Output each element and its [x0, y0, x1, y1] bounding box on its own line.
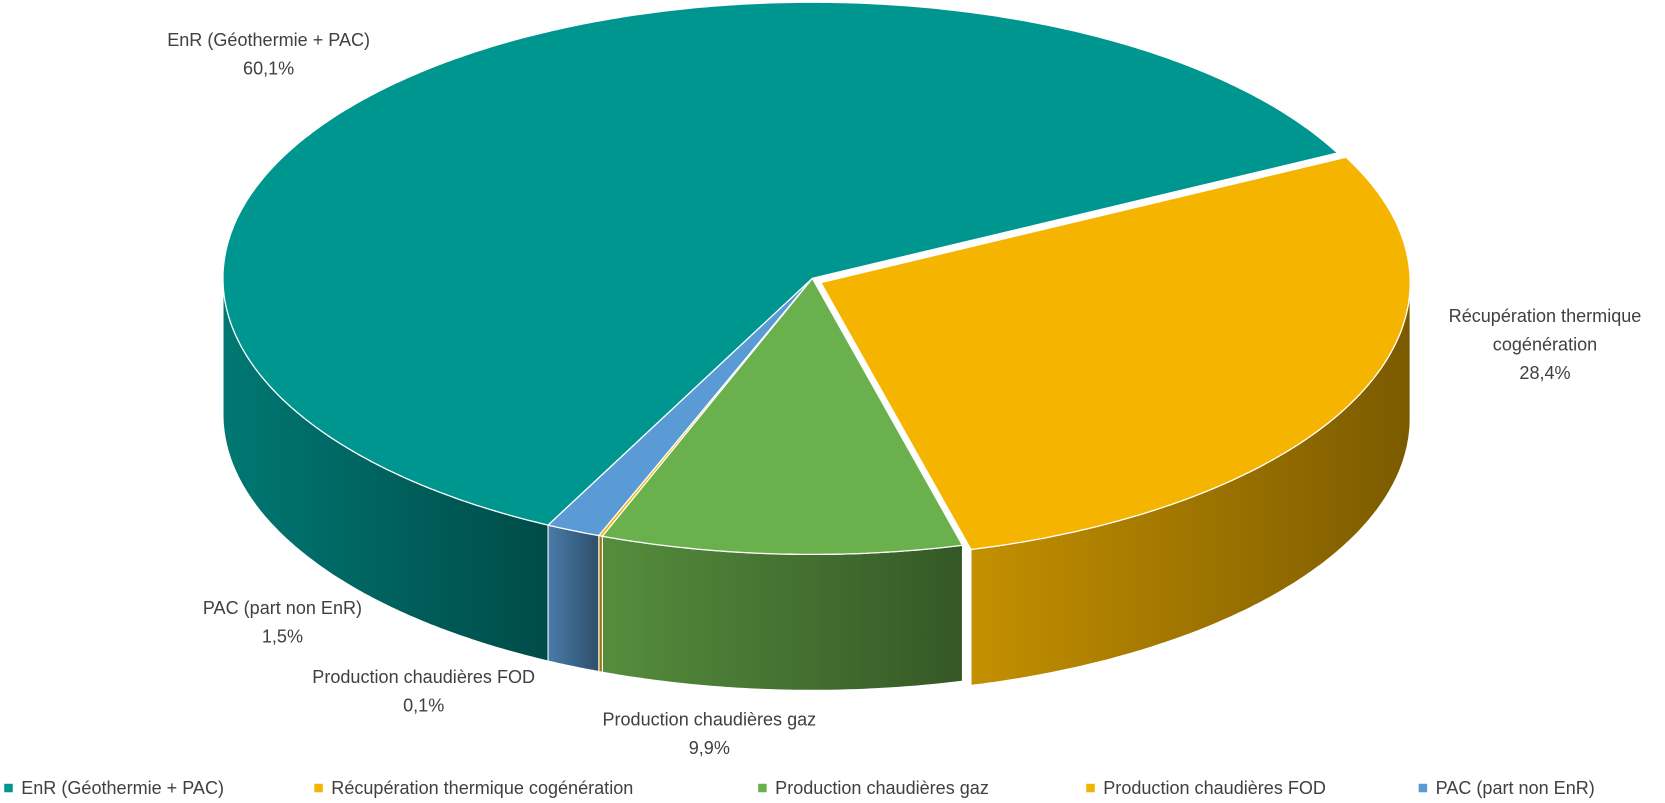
- legend-label: Production chaudières gaz: [775, 778, 989, 798]
- legend-swatch: [1418, 783, 1428, 793]
- data-label: EnR (Géothermie + PAC) 60,1%: [120, 26, 417, 83]
- legend-label: PAC (part non EnR): [1436, 778, 1595, 798]
- data-label-value: 9,9%: [688, 738, 730, 759]
- legend-swatch: [1086, 783, 1095, 793]
- data-label-value: 0,1%: [403, 695, 445, 716]
- legend-swatch: [758, 783, 767, 793]
- data-label-name: Production chaudières FOD: [312, 666, 536, 688]
- slice: [601, 277, 964, 556]
- data-label-name: EnR (Géothermie + PAC): [167, 29, 371, 51]
- data-label-value: 28,4%: [1519, 363, 1571, 384]
- data-label: Production chaudières gaz 9,9%: [550, 705, 869, 762]
- data-label-box: Récupération thermique cogénération 28,4%: [1418, 302, 1665, 388]
- slice-side: [547, 524, 600, 673]
- data-label-name: PAC (part non EnR): [202, 597, 363, 619]
- data-label-value: 60,1%: [243, 58, 295, 79]
- legend-swatch: [314, 783, 323, 793]
- data-label-name: Production chaudières gaz: [602, 709, 817, 730]
- slice: [819, 156, 1411, 551]
- data-label-box: PAC (part non EnR) 1,5%: [166, 594, 400, 651]
- legend-label: EnR (Géothermie + PAC): [21, 778, 224, 798]
- legend-label: Production chaudières FOD: [1103, 778, 1326, 798]
- slice-side: [601, 535, 964, 691]
- data-label-box: Production chaudières gaz 9,9%: [550, 705, 869, 762]
- data-label-value: 1,5%: [261, 626, 304, 647]
- legend-swatch: [4, 783, 13, 793]
- legend-label: Récupération thermique cogénération: [331, 778, 633, 798]
- slice: [546, 277, 813, 537]
- data-label: Récupération thermique cogénération 28,4%: [1418, 302, 1665, 388]
- data-label-box: Production chaudières FOD 0,1%: [264, 663, 583, 720]
- slice: [222, 1, 1339, 526]
- data-label-box: EnR (Géothermie + PAC) 60,1%: [120, 26, 417, 83]
- data-label: Production chaudières FOD 0,1%: [264, 663, 583, 720]
- data-label-name: Récupération thermique cogénération: [1448, 305, 1642, 355]
- data-label: PAC (part non EnR) 1,5%: [166, 594, 400, 651]
